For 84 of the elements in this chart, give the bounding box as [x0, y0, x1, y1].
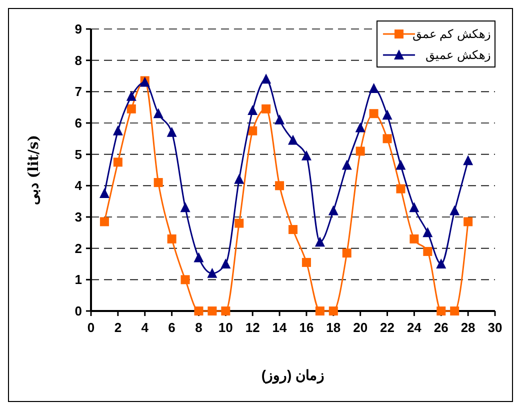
- point: [382, 110, 392, 120]
- x-tick-label: 20: [353, 320, 368, 335]
- x-tick-label: 26: [434, 320, 448, 335]
- point: [180, 202, 190, 212]
- point: [220, 258, 231, 268]
- point: [356, 146, 365, 156]
- point: [194, 306, 204, 316]
- point: [368, 83, 379, 94]
- point: [302, 258, 311, 267]
- point: [396, 184, 406, 194]
- point: [314, 236, 325, 247]
- point: [342, 160, 352, 170]
- x-tick-label: 16: [299, 320, 314, 335]
- point: [328, 306, 338, 316]
- point: [153, 108, 164, 118]
- x-tick-label: 24: [406, 320, 422, 335]
- point: [369, 109, 378, 118]
- legend-label: زهکش کم عمق: [412, 27, 491, 42]
- point: [261, 74, 272, 84]
- x-tick-label: 8: [195, 320, 202, 335]
- point: [355, 122, 366, 132]
- point: [100, 217, 109, 226]
- point: [328, 205, 338, 216]
- x-tick-label: 4: [141, 320, 150, 335]
- y-tick-label: 8: [74, 52, 82, 68]
- y-tick-label: 3: [74, 210, 82, 225]
- x-tick-label: 30: [488, 320, 502, 335]
- point: [248, 104, 258, 115]
- y-tick-label: 1: [74, 272, 82, 288]
- point: [262, 104, 271, 114]
- point: [396, 160, 406, 170]
- point: [463, 155, 474, 166]
- x-tick-label: 14: [272, 320, 288, 335]
- point: [113, 158, 122, 167]
- point: [194, 252, 204, 262]
- point: [275, 181, 284, 190]
- point: [274, 114, 285, 124]
- point: [166, 126, 177, 137]
- point: [450, 306, 460, 316]
- point: [234, 218, 244, 228]
- y-tick-label: 6: [74, 116, 82, 131]
- x-tick-label: 22: [380, 320, 394, 335]
- point: [409, 202, 420, 212]
- point: [288, 225, 298, 234]
- point: [248, 126, 258, 136]
- point: [410, 234, 419, 244]
- point: [234, 174, 244, 184]
- x-tick-label: 0: [87, 320, 95, 335]
- point: [342, 248, 352, 258]
- point: [436, 306, 446, 316]
- point: [301, 150, 312, 160]
- legend-label: زهکش عمیق: [426, 48, 491, 62]
- point: [112, 125, 123, 136]
- point: [436, 258, 446, 268]
- y-tick-label: 0: [74, 304, 82, 319]
- point: [464, 217, 473, 226]
- point: [167, 234, 176, 244]
- y-tick-label: 2: [74, 240, 82, 256]
- point: [288, 134, 298, 145]
- point: [208, 306, 217, 316]
- point: [99, 188, 110, 198]
- point: [126, 90, 136, 101]
- y-tick-label: 4: [74, 178, 83, 194]
- point: [180, 275, 190, 284]
- point: [423, 246, 432, 256]
- x-tick-label: 10: [218, 320, 233, 335]
- x-tick-label: 28: [460, 320, 476, 335]
- y-tick-label: 5: [74, 146, 82, 162]
- x-tick-label: 12: [245, 320, 260, 335]
- x-tick-label: 18: [326, 320, 341, 335]
- point: [126, 104, 136, 114]
- y-axis-title: دبی (lit/s): [26, 134, 42, 206]
- x-tick-label: 6: [168, 320, 176, 335]
- x-axis-title: زمان (روز): [261, 367, 325, 384]
- y-tick-label: 7: [74, 84, 82, 100]
- point: [382, 134, 392, 144]
- point: [450, 205, 460, 216]
- y-tick-label: 9: [74, 22, 82, 37]
- point: [315, 306, 324, 316]
- point: [154, 178, 163, 188]
- point: [207, 268, 218, 278]
- point: [422, 227, 433, 238]
- x-tick-label: 2: [114, 320, 122, 335]
- point: [221, 306, 230, 316]
